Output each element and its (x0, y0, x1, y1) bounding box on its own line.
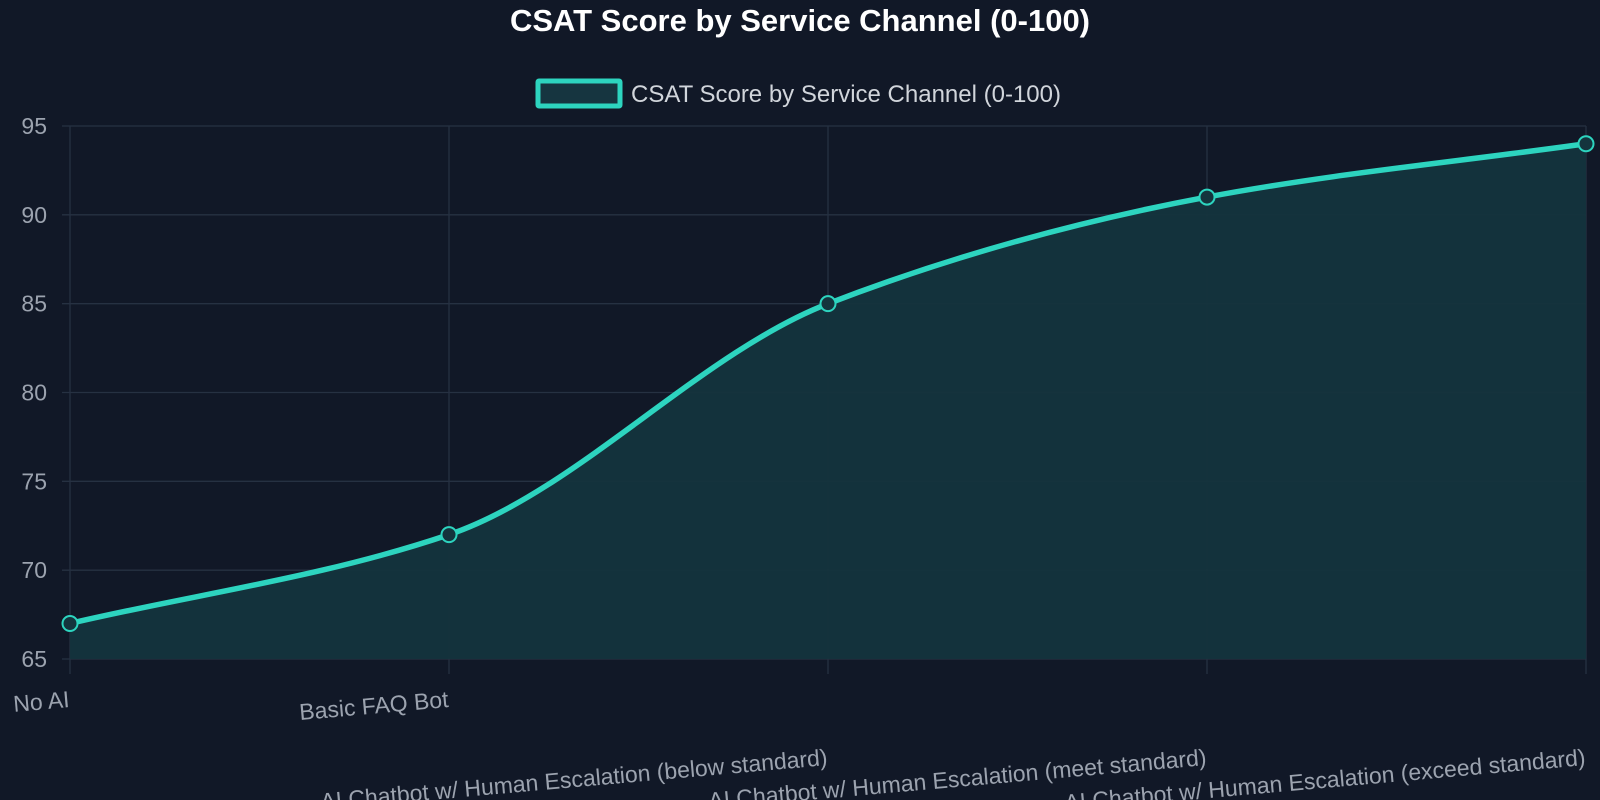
data-point[interactable] (819, 295, 837, 313)
y-axis-ticks: 65 70 75 80 85 90 95 (21, 113, 47, 672)
y-tick-label: 90 (21, 202, 47, 228)
y-tick-label: 95 (21, 113, 47, 139)
legend-label: CSAT Score by Service Channel (0-100) (631, 81, 1061, 108)
y-tick-label: 70 (21, 557, 47, 583)
data-point[interactable] (1198, 188, 1216, 206)
series-area (70, 143, 1586, 659)
y-tick-label: 85 (21, 291, 47, 317)
y-tick-label: 75 (21, 468, 47, 494)
area-layer (70, 143, 1586, 659)
point-layer (61, 135, 1595, 632)
data-point[interactable] (1577, 135, 1595, 153)
legend-swatch (535, 78, 623, 109)
x-tick-label: No AI (12, 686, 70, 717)
y-tick-label: 80 (21, 380, 47, 406)
x-tick-label: Basic FAQ Bot (298, 686, 450, 725)
y-tick-label: 65 (21, 646, 47, 672)
legend[interactable]: CSAT Score by Service Channel (0-100) (535, 78, 1061, 109)
chart-title: CSAT Score by Service Channel (0-100) (510, 3, 1090, 38)
data-point[interactable] (61, 614, 79, 632)
data-point[interactable] (440, 526, 458, 544)
